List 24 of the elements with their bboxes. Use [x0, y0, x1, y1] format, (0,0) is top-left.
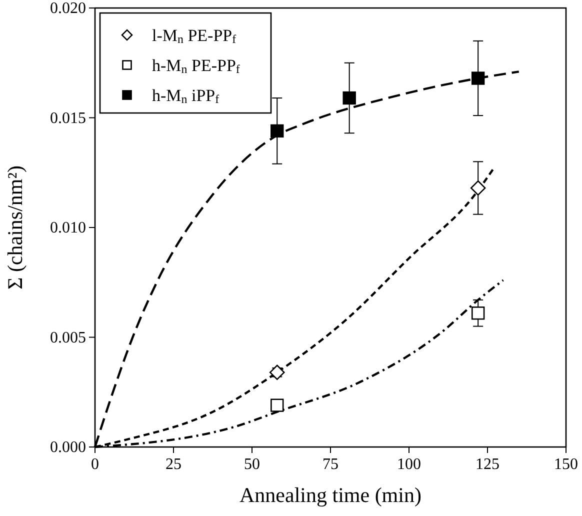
y-axis-title: Σ (chains/nm²) [3, 165, 27, 290]
point [270, 124, 284, 138]
y-tick-label: 0.005 [50, 329, 86, 346]
x-tick-label: 125 [476, 456, 500, 473]
y-tick-label: 0.020 [50, 0, 86, 17]
legend-label: h-M$_{n}$ iPP$_{f}$ [152, 86, 220, 106]
legend-label: h-M$_{n}$ PE-PP$_{f}$ [152, 56, 240, 76]
point [470, 180, 486, 196]
x-tick-label: 0 [91, 456, 99, 473]
y-tick-label: 0.000 [50, 439, 86, 456]
x-tick-label: 100 [397, 456, 421, 473]
x-tick-label: 50 [244, 456, 260, 473]
x-tick-label: 75 [322, 456, 338, 473]
point [269, 364, 285, 380]
point [471, 306, 485, 320]
point [270, 398, 284, 412]
point [471, 72, 485, 85]
legend-label: l-M$_{n}$ PE-PP$_{f}$ [152, 26, 236, 46]
x-tick-label: 25 [166, 456, 182, 473]
y-tick-label: 0.015 [50, 110, 86, 127]
point [342, 91, 356, 105]
x-axis-title: Annealing time (min) [240, 483, 422, 507]
x-tick-label: 150 [554, 456, 578, 473]
y-tick-label: 0.010 [50, 220, 86, 236]
